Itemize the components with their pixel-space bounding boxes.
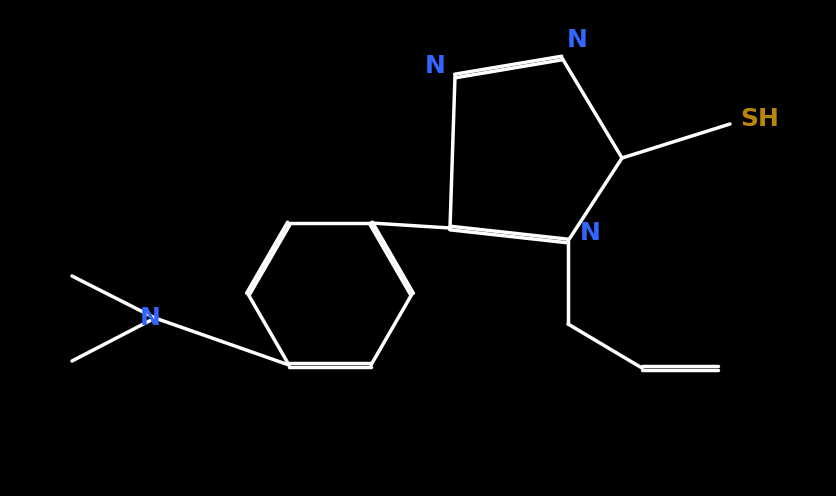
- Text: N: N: [566, 28, 587, 52]
- Text: SH: SH: [740, 107, 778, 131]
- Text: N: N: [579, 221, 599, 245]
- Text: N: N: [424, 54, 445, 78]
- Text: N: N: [140, 306, 161, 330]
